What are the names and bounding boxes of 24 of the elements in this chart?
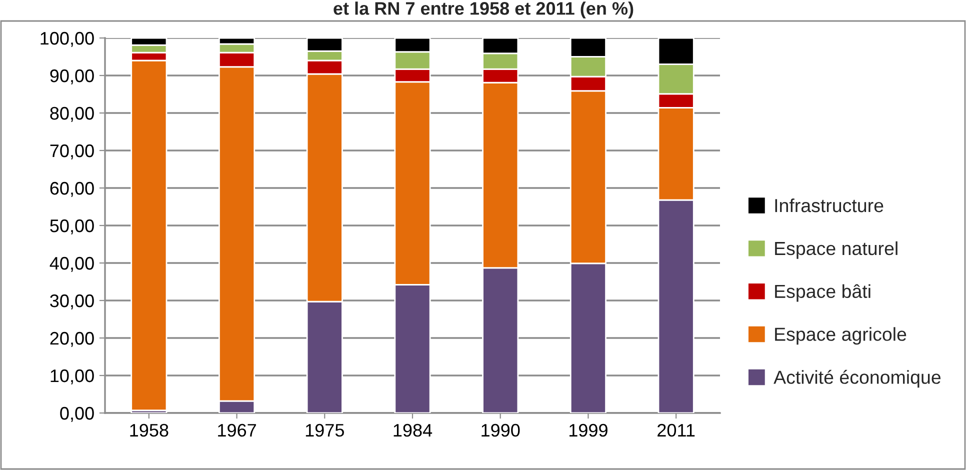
y-tick-label: 80,00 (50, 106, 94, 122)
x-tick-label: 1975 (306, 424, 344, 437)
y-tick-label: 0,00 (60, 406, 94, 422)
x-tick-label: 2011 (658, 424, 695, 437)
x-tick-label: 1958 (130, 424, 168, 437)
y-tick-label: 10,00 (50, 369, 94, 384)
x-tick-label: 1999 (570, 424, 608, 437)
legend-label: Espace agricole (775, 327, 906, 345)
y-tick-label: 60,00 (50, 182, 94, 197)
y-tick-label: 100,00 (40, 32, 94, 47)
y-tick-label: 70,00 (50, 144, 94, 160)
x-tick-label: 1967 (218, 424, 256, 437)
legend-label: Activité économique (774, 370, 941, 388)
legend-label: Espace bâti (775, 284, 870, 302)
y-tick-label: 40,00 (50, 256, 94, 272)
legend-label: Espace naturel (775, 241, 898, 259)
y-tick-label: 90,00 (50, 69, 94, 84)
x-tick-label: 1990 (482, 424, 520, 437)
y-tick-label: 30,00 (50, 294, 94, 310)
x-tick-label: 1984 (394, 424, 432, 437)
chart-title: et la RN 7 entre 1958 et 2011 (en %) (334, 2, 634, 18)
y-tick-label: 50,00 (50, 219, 94, 234)
y-tick-label: 20,00 (50, 332, 94, 347)
legend-label: Infrastructure (775, 198, 884, 212)
